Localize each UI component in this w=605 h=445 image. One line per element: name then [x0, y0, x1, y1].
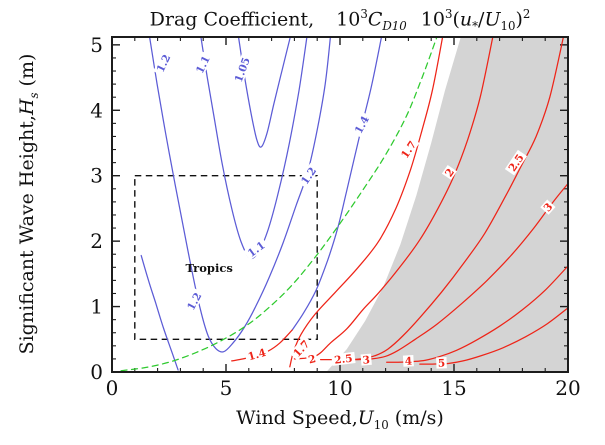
title-term2-sq: 2: [522, 7, 531, 21]
title-term2-ustar: u: [459, 8, 473, 31]
y-tick-label: 5: [90, 33, 103, 57]
contour-label-mask: [183, 288, 205, 315]
contour-line-1.05: [237, 36, 291, 148]
x-axis-title-var: U: [357, 407, 374, 429]
contour-label-group: 1.1: [192, 51, 213, 78]
x-tick-label: 10: [327, 376, 352, 400]
contour-line-2: [293, 36, 494, 360]
title-text: Drag Coefficient,: [149, 8, 315, 31]
contour-label-group: 2: [441, 164, 457, 180]
contour-label-group: 1.2: [153, 50, 174, 77]
x-axis-title-text: Wind Speed,: [236, 407, 358, 429]
x-tick-label: 5: [220, 376, 233, 400]
title-term2-paren-open: (: [452, 8, 460, 31]
contour-line-1.1: [200, 36, 308, 260]
y-tick-label: 2: [90, 229, 103, 253]
contour-label-mask: [540, 199, 556, 215]
y-tick-label: 0: [90, 360, 103, 384]
contour-label: 3: [362, 354, 370, 367]
contour-label-mask: [351, 111, 373, 138]
chart-title: Drag Coefficient, 103CD10 103(u*/U10)2: [112, 3, 568, 38]
tropics-label: Tropics: [185, 261, 232, 275]
title-term2-paren-close: ): [515, 8, 523, 31]
y-axis-title: Significant Wave Height,Hs (m): [15, 4, 41, 404]
contour-label-group: 1.1: [243, 237, 269, 261]
title-term2-slash: /: [478, 8, 485, 31]
contour-label-mask: [436, 357, 447, 369]
tropics-box: [134, 175, 318, 340]
contour-label-group: 1.4: [244, 345, 270, 364]
contour-label-mask: [244, 345, 270, 363]
contour-label-mask: [231, 53, 253, 86]
contour-label-group: 1.05: [231, 53, 253, 86]
contour-label-mask: [243, 237, 269, 261]
title-term2-u10: U: [484, 8, 501, 31]
contour-label-mask: [305, 352, 319, 366]
axis-frame: [111, 36, 569, 373]
contour-label-group: 3: [540, 199, 556, 215]
title-term1-sub: D10: [382, 19, 407, 34]
contour-line-3: [345, 182, 569, 361]
title-term2-base: 10: [420, 8, 445, 31]
contour-label-group: 2: [305, 352, 319, 366]
title-term2-star: *: [472, 19, 479, 34]
contour-label: 2.5: [334, 353, 354, 367]
contour-line-1.4-low-wind: [140, 254, 179, 371]
y-tick-label: 3: [90, 164, 103, 188]
contour-label-group: 2.5: [331, 351, 356, 367]
y-tick-label: 1: [90, 295, 103, 319]
contour-label-mask: [397, 136, 420, 163]
gray-shaded-region: [326, 37, 568, 372]
contour-label-group: 5: [436, 357, 447, 370]
x-tick-label: 15: [441, 376, 466, 400]
contour-label: 1.05: [233, 56, 253, 84]
contour-label: 4: [404, 356, 412, 368]
contour-label-mask: [360, 353, 372, 366]
contour-label-mask: [192, 51, 213, 78]
y-axis-title-sub: s: [26, 92, 41, 99]
contour-label-group: 1.4: [351, 111, 373, 138]
contour-label-mask: [441, 164, 457, 180]
contour-label: 1.4: [247, 347, 268, 364]
title-term2-u10-sub: 10: [500, 19, 516, 34]
contour-label: 2: [307, 353, 317, 366]
contour-label-mask: [289, 336, 314, 361]
contour-label: 5: [438, 357, 446, 369]
y-axis-title-units: (m): [16, 53, 38, 93]
y-axis-title-text: Significant Wave Height,: [16, 115, 38, 355]
x-tick-label: 20: [555, 376, 580, 400]
contour-label-mask: [153, 50, 174, 77]
contour-label-group: 4: [402, 355, 414, 368]
x-axis-title-units: (m/s): [388, 407, 444, 429]
title-term2-exp: 3: [444, 7, 453, 21]
title-term1-exp: 3: [360, 7, 368, 21]
title-term1-var: C: [367, 8, 383, 31]
contour-label-group: 1.2: [183, 288, 205, 315]
contour-label-mask: [504, 149, 528, 176]
contour-line-1.4: [291, 36, 383, 331]
contour-label-mask: [402, 355, 414, 367]
y-axis-title-var: H: [16, 98, 38, 116]
contour-line-reference: [120, 36, 438, 372]
contour-line-1.7: [289, 36, 444, 368]
contour-label-mask: [331, 351, 356, 366]
contour-label-group: 3: [360, 353, 372, 367]
x-axis-title-sub: 10: [373, 417, 389, 432]
x-axis-title: Wind Speed,U10 (m/s): [112, 407, 568, 432]
title-term1-base: 10: [336, 8, 361, 31]
x-tick-label: 0: [106, 376, 119, 400]
contour-label-mask: [297, 162, 320, 189]
y-tick-label: 4: [90, 98, 103, 122]
